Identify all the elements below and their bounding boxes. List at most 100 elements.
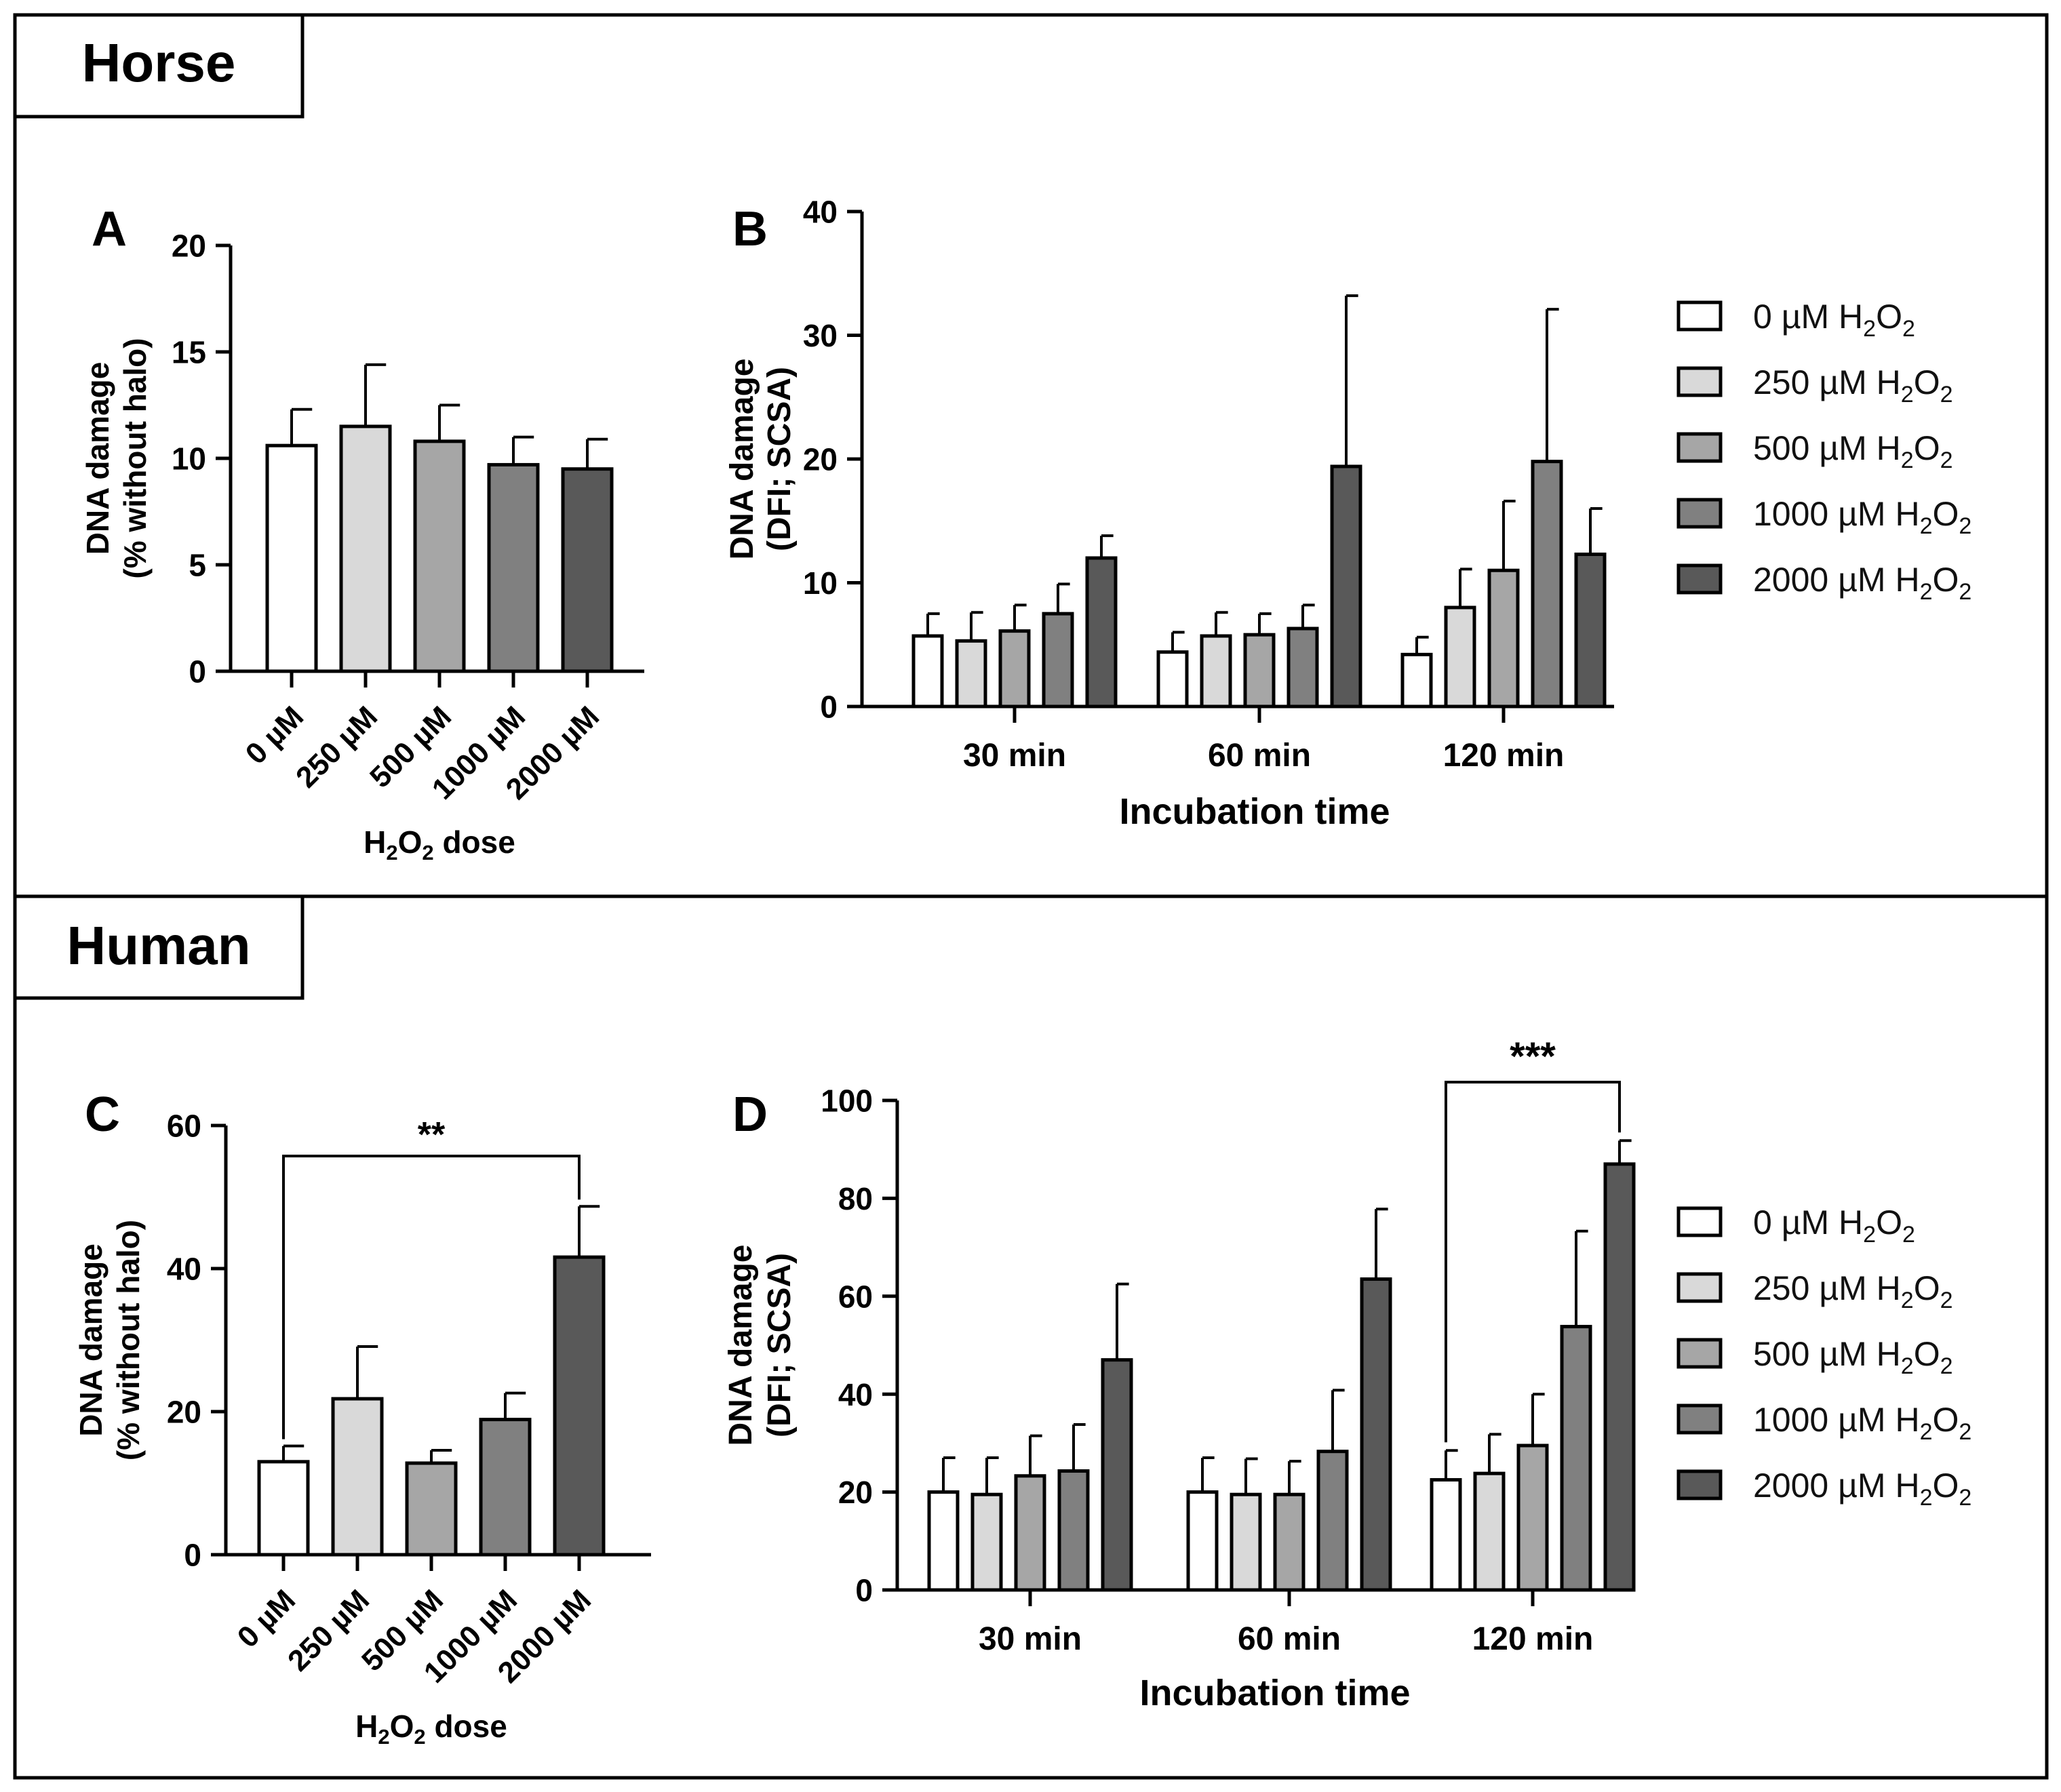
x-axis-label: Incubation time [1119, 791, 1390, 832]
legend-swatch [1676, 1206, 1723, 1237]
legend-text: 2000 µM H [1753, 1467, 1920, 1505]
bar [331, 1397, 384, 1557]
bar [1200, 634, 1232, 709]
legend-text: 0 µM H [1753, 1203, 1863, 1241]
legend-swatch [1676, 432, 1723, 463]
subscript: 2 [422, 841, 433, 864]
bar [1287, 626, 1319, 709]
chart-panel-b: 0 10 20 30 40 30 min 60 min 120 min DNA damage (D… [724, 195, 1614, 832]
y-tick-label: 40 [838, 1377, 873, 1412]
y-axis-label: (% without halo) [117, 338, 153, 578]
bar [553, 1255, 606, 1557]
human-title-box [13, 894, 305, 1000]
legend-subscript: 2 [1902, 316, 1915, 342]
y-tick-label: 100 [821, 1083, 873, 1119]
legend-subscript: 2 [1902, 1222, 1915, 1248]
legend-swatch [1676, 1403, 1723, 1435]
bar [1042, 612, 1074, 709]
legend-subscript: 2 [1920, 1419, 1933, 1445]
bar [955, 639, 987, 709]
panel-letter-d: D [732, 1088, 768, 1142]
bar [405, 1461, 458, 1557]
legend-label: 250 µM H2O2 [1753, 1269, 1953, 1313]
y-axis-label: (DFI; SCSA) [762, 367, 798, 551]
y-tick-label: 0 [184, 1538, 201, 1573]
legend-subscript: 2 [1959, 513, 1971, 539]
legend-swatch [1676, 563, 1723, 595]
y-tick-label: 30 [803, 318, 838, 353]
bar [479, 1418, 532, 1557]
bar [1316, 1450, 1349, 1592]
y-axis-label: (DFI; SCSA) [762, 1253, 798, 1437]
x-axis-label: H2O2 dose [355, 1709, 507, 1749]
section-title-human: Human [66, 915, 250, 976]
y-axis-label: DNA damage [724, 359, 760, 560]
panel-letter-c: C [85, 1088, 120, 1142]
bar [1230, 1492, 1262, 1592]
subscript: 2 [378, 1725, 389, 1749]
legend-text: 1000 µM H [1753, 1401, 1920, 1439]
y-tick-label: 0 [855, 1573, 873, 1608]
y-tick-label: 15 [172, 335, 206, 370]
y-tick-label: 10 [803, 565, 838, 601]
legend-swatch [1676, 1469, 1723, 1500]
panel-letter-b: B [732, 202, 768, 256]
chart-panel-d: 0 20 40 60 80 100 30 min 60 min 120 min DNA damag… [723, 1035, 1636, 1713]
x-axis-label: Incubation time [1139, 1673, 1410, 1713]
bar [257, 1460, 310, 1557]
horse-title-box [13, 13, 305, 119]
y-tick-label: 0 [820, 690, 838, 725]
legend-text: 1000 µM H [1753, 495, 1920, 533]
bar [1360, 1277, 1392, 1592]
bar [339, 424, 392, 673]
bar [561, 467, 614, 673]
x-tick-label: 250 µM [281, 1583, 376, 1677]
legend-text: 500 µM H [1753, 1335, 1901, 1373]
bar [1186, 1490, 1219, 1592]
bar [1273, 1492, 1306, 1592]
legend-label: 500 µM H2O2 [1753, 429, 1953, 473]
label-part: H [355, 1709, 378, 1744]
legend-text: O [1914, 1269, 1940, 1307]
y-axis-label: DNA damage [73, 1243, 109, 1437]
legend-label: 1000 µM H2O2 [1753, 1401, 1971, 1445]
legend-label: 2000 µM H2O2 [1753, 1467, 1971, 1511]
bar [911, 634, 944, 709]
y-tick-label: 80 [838, 1181, 873, 1216]
subscript: 2 [386, 841, 397, 864]
y-tick-label: 20 [838, 1475, 873, 1510]
legend-subscript: 2 [1920, 1485, 1933, 1511]
legend-subscript: 2 [1959, 1419, 1971, 1445]
x-tick-label: 60 min [1238, 1621, 1341, 1657]
x-tick-label: 120 min [1472, 1621, 1594, 1657]
legend-label: 250 µM H2O2 [1753, 363, 1953, 407]
legend-subscript: 2 [1959, 579, 1971, 605]
bar [927, 1490, 960, 1592]
bar [1487, 568, 1520, 709]
bar [1574, 553, 1607, 709]
bar [1516, 1443, 1549, 1592]
legend-subscript: 2 [1940, 382, 1953, 407]
legend-subscript: 2 [1959, 1485, 1971, 1511]
y-tick-label: 40 [167, 1252, 201, 1287]
y-tick-label: 60 [838, 1279, 873, 1314]
significance-label: *** [1510, 1035, 1556, 1079]
legend-text: O [1914, 429, 1940, 467]
bar [265, 443, 318, 673]
bar [1085, 556, 1118, 709]
significance-label: ** [418, 1115, 446, 1155]
legend-swatch [1676, 366, 1723, 397]
bar [1603, 1162, 1636, 1592]
bar [1243, 633, 1276, 709]
legend-subscript: 2 [1920, 513, 1933, 539]
y-tick-label: 40 [803, 195, 838, 230]
legend-label: 500 µM H2O2 [1753, 1335, 1953, 1379]
x-tick-label: 30 min [963, 738, 1066, 774]
legend-label: 1000 µM H2O2 [1753, 495, 1971, 539]
bar [1531, 460, 1563, 709]
legend-text: 500 µM H [1753, 429, 1901, 467]
legend-subscript: 2 [1863, 316, 1876, 342]
legend-subscript: 2 [1901, 447, 1914, 473]
legend-text: O [1876, 298, 1902, 336]
